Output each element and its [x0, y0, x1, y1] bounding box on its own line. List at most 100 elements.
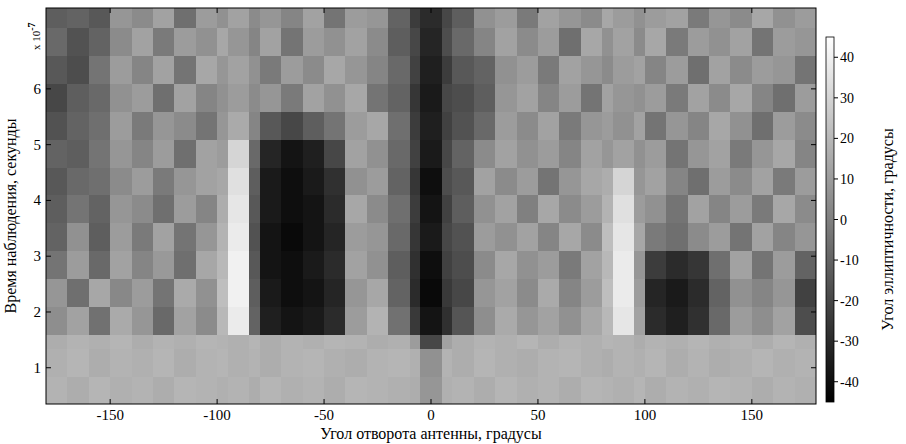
heat-cell: [645, 83, 667, 111]
heat-cell: [474, 8, 496, 28]
heat-cell: [495, 376, 517, 404]
heat-cell: [474, 55, 496, 83]
heat-cell: [709, 28, 731, 56]
heat-cell: [613, 28, 635, 56]
heat-cell: [110, 111, 132, 139]
heat-cell: [613, 376, 635, 404]
y-tick-label: 5: [34, 137, 42, 153]
heat-cell: [442, 111, 453, 139]
heat-cell: [452, 195, 474, 223]
heat-cell: [645, 111, 667, 139]
heat-cell: [110, 195, 132, 223]
heat-cell: [688, 376, 710, 404]
heat-cell: [688, 223, 710, 251]
heat-cell: [132, 334, 154, 349]
x-axis-title: Угол отворота антенны, градусы: [320, 425, 542, 443]
heat-cell: [602, 111, 613, 139]
heat-cell: [452, 223, 474, 251]
heat-cell: [730, 28, 752, 56]
heat-cell: [281, 251, 303, 279]
heat-cell: [249, 279, 260, 307]
heat-cell: [132, 195, 154, 223]
heat-cell: [388, 28, 410, 56]
x-tick: [537, 399, 538, 404]
heat-cell: [132, 167, 154, 195]
heat-cell: [420, 28, 442, 56]
heat-cell: [345, 279, 367, 307]
heat-cell: [153, 55, 175, 83]
heat-cell: [645, 376, 667, 404]
heat-cell: [517, 376, 539, 404]
heat-cell: [281, 306, 303, 334]
heat-cell: [410, 139, 421, 167]
heat-cell: [688, 139, 710, 167]
heat-cell: [452, 8, 474, 28]
heat-cell: [89, 55, 111, 83]
y-tick: [46, 144, 51, 145]
heat-cell: [442, 8, 453, 28]
heat-cell: [442, 83, 453, 111]
heat-cell: [196, 83, 218, 111]
heat-cell: [452, 55, 474, 83]
heat-cell: [324, 348, 346, 376]
heat-cell: [46, 8, 68, 28]
heat-cell: [217, 334, 228, 349]
heat-cell: [495, 251, 517, 279]
colorbar-tick: [834, 178, 838, 179]
heat-cell: [581, 28, 603, 56]
heat-cell: [752, 334, 774, 349]
heat-cell: [110, 348, 132, 376]
heat-cell: [89, 111, 111, 139]
heat-cell: [89, 348, 111, 376]
heat-cell: [495, 8, 517, 28]
x-tick: [217, 399, 218, 404]
heat-cell: [89, 195, 111, 223]
heat-cell: [67, 251, 89, 279]
heat-cell: [324, 306, 346, 334]
heat-cell: [367, 306, 389, 334]
heat-cell: [634, 195, 645, 223]
y-tick: [46, 367, 51, 368]
heat-cell: [730, 8, 752, 28]
heat-cell: [730, 251, 752, 279]
heat-cell: [260, 8, 282, 28]
heat-cell: [217, 348, 228, 376]
heat-cell: [46, 376, 68, 404]
heat-cell: [634, 139, 645, 167]
heat-cell: [581, 111, 603, 139]
heat-cell: [645, 348, 667, 376]
heat-cell: [303, 55, 325, 83]
heat-cell: [324, 8, 346, 28]
heat-cell: [249, 195, 260, 223]
heat-cell: [303, 167, 325, 195]
heat-cell: [281, 195, 303, 223]
heat-cell: [46, 195, 68, 223]
heat-cell: [303, 195, 325, 223]
heat-cell: [602, 195, 613, 223]
heat-cell: [773, 195, 795, 223]
heat-cell: [602, 139, 613, 167]
heat-cell: [228, 223, 250, 251]
heat-cell: [110, 167, 132, 195]
heat-cell: [217, 28, 228, 56]
heat-cell: [420, 167, 442, 195]
heat-cell: [153, 28, 175, 56]
y-axis-title: Время наблюдения, секунды: [2, 118, 20, 313]
heat-cell: [67, 306, 89, 334]
heat-cell: [110, 8, 132, 28]
heat-cell: [196, 348, 218, 376]
heat-cell: [217, 83, 228, 111]
heat-cell: [89, 376, 111, 404]
heat-cell: [666, 251, 688, 279]
heat-cell: [752, 167, 774, 195]
heat-cell: [452, 306, 474, 334]
heat-cell: [410, 251, 421, 279]
heat-cell: [46, 139, 68, 167]
y-tick-label: 2: [34, 304, 42, 320]
heat-cell: [517, 111, 539, 139]
heat-cell: [495, 348, 517, 376]
heat-cell: [795, 83, 816, 111]
heat-cell: [538, 111, 560, 139]
heat-cell: [260, 139, 282, 167]
colorbar-tick: [834, 97, 838, 98]
